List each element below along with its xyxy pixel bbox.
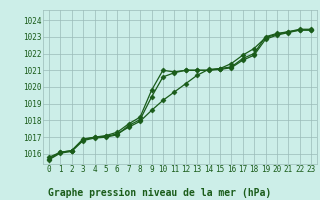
Text: Graphe pression niveau de la mer (hPa): Graphe pression niveau de la mer (hPa) <box>48 188 272 198</box>
